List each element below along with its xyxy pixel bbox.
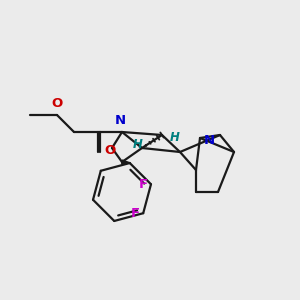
Text: O: O — [51, 97, 63, 110]
Text: F: F — [139, 178, 148, 191]
Text: N: N — [114, 114, 126, 127]
Text: H: H — [133, 138, 143, 151]
Text: F: F — [131, 207, 140, 220]
Text: N: N — [204, 134, 215, 146]
Text: O: O — [104, 145, 115, 158]
Text: H: H — [170, 131, 180, 144]
Polygon shape — [122, 160, 130, 164]
